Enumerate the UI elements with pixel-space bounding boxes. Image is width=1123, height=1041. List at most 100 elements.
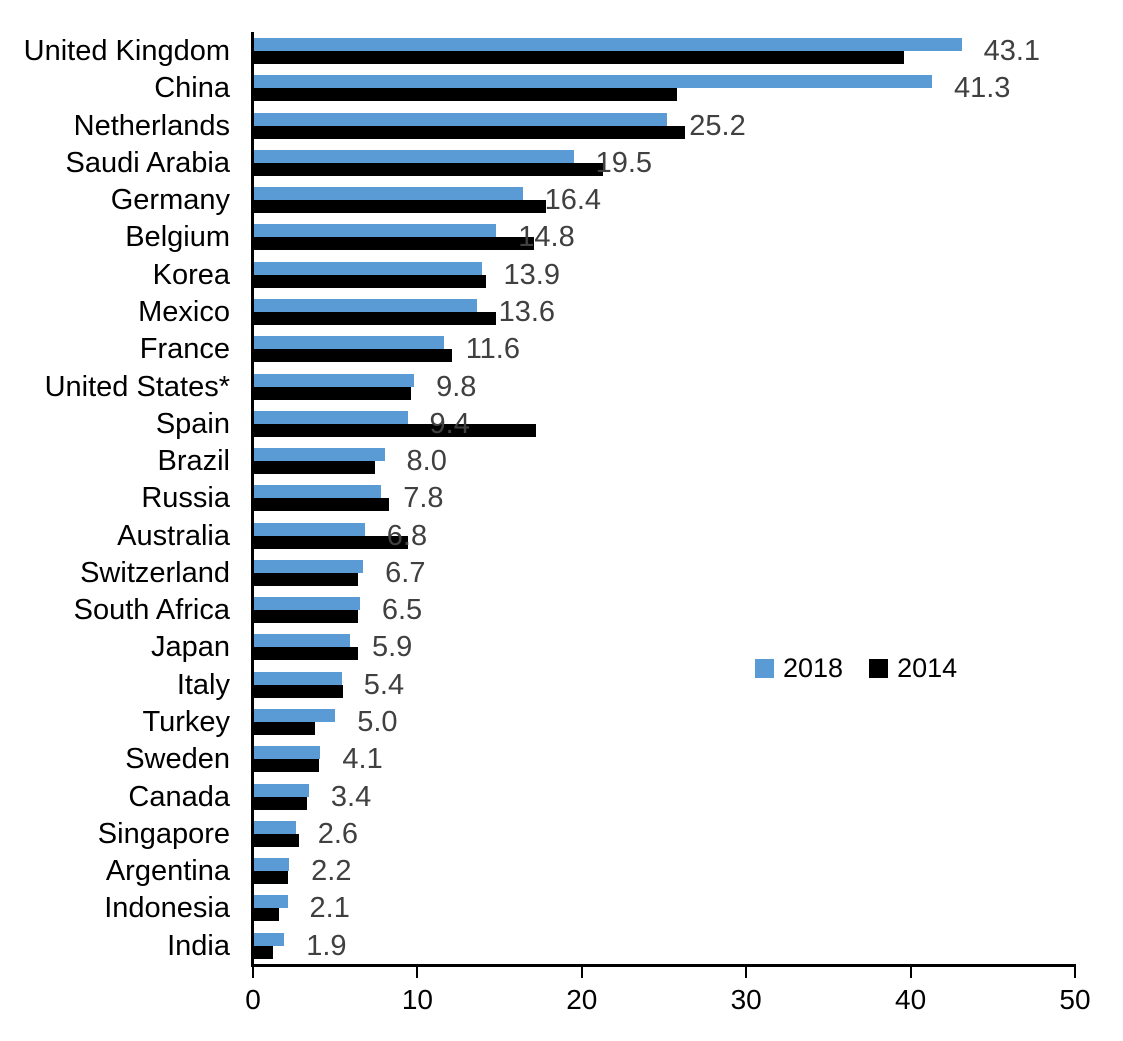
bar-2014 bbox=[253, 796, 308, 810]
category-label: Japan bbox=[150, 631, 230, 664]
value-label: 14.8 bbox=[518, 221, 575, 254]
bar-2018 bbox=[253, 149, 574, 163]
bar-2018 bbox=[253, 298, 477, 312]
value-label: 2.2 bbox=[311, 855, 352, 888]
value-label: 5.0 bbox=[357, 706, 398, 739]
category-label: Australia bbox=[117, 519, 230, 552]
category-label: Switzerland bbox=[80, 556, 230, 589]
legend: 2018 2014 bbox=[755, 653, 958, 683]
bar-2014 bbox=[253, 871, 288, 885]
bar-2018 bbox=[253, 448, 385, 462]
value-label: 43.1 bbox=[983, 35, 1041, 67]
bar-2018 bbox=[253, 187, 523, 201]
value-label: 7.8 bbox=[403, 482, 444, 515]
value-label: 8.0 bbox=[406, 445, 447, 478]
bar-2014 bbox=[253, 945, 273, 959]
value-label: 3.4 bbox=[330, 780, 372, 813]
bar-2014 bbox=[253, 274, 487, 288]
x-axis-tick-label: 50 bbox=[1059, 984, 1091, 1015]
x-axis-tick bbox=[1074, 967, 1076, 978]
bar-2018 bbox=[253, 783, 309, 797]
value-label: 4.1 bbox=[342, 743, 383, 776]
value-label: 11.6 bbox=[465, 333, 520, 366]
value-label: 1.9 bbox=[306, 929, 347, 962]
category-label: India bbox=[167, 929, 230, 962]
bar-2018 bbox=[253, 895, 288, 909]
value-label: 6.5 bbox=[381, 594, 423, 627]
bar-2014 bbox=[253, 572, 359, 586]
bar-2014 bbox=[253, 423, 536, 437]
bar-2014 bbox=[253, 461, 375, 475]
category-label: United States* bbox=[44, 370, 230, 403]
legend-swatch-icon bbox=[755, 659, 774, 678]
bar-2014 bbox=[253, 498, 390, 512]
legend-label: 2014 bbox=[897, 653, 958, 683]
bar-2014 bbox=[253, 535, 408, 549]
legend-entry-2014: 2014 bbox=[869, 653, 958, 683]
category-label: Brazil bbox=[157, 445, 230, 478]
bar-2014 bbox=[253, 162, 604, 176]
bar-2018 bbox=[253, 634, 350, 648]
bar-2018 bbox=[253, 261, 482, 275]
bar-2014 bbox=[253, 833, 300, 847]
x-axis-tick-label: 30 bbox=[730, 984, 762, 1015]
bar-2018 bbox=[253, 112, 668, 126]
x-axis-tick bbox=[745, 967, 748, 978]
category-label: Indonesia bbox=[104, 892, 230, 925]
value-label: 2.1 bbox=[309, 892, 350, 925]
category-label: Spain bbox=[155, 407, 230, 440]
x-axis-tick bbox=[252, 967, 254, 978]
bar-2014 bbox=[253, 311, 497, 325]
category-label: China bbox=[154, 72, 230, 105]
x-axis-tick bbox=[909, 967, 912, 978]
y-axis-line bbox=[251, 32, 254, 967]
bar-2018 bbox=[253, 224, 497, 238]
bar-2014 bbox=[253, 647, 359, 661]
category-label: Saudi Arabia bbox=[65, 146, 230, 179]
bar-2018 bbox=[253, 597, 360, 611]
bar-2014 bbox=[253, 722, 316, 736]
category-label: Turkey bbox=[142, 706, 230, 739]
value-label: 5.4 bbox=[363, 668, 405, 701]
x-axis-line bbox=[251, 964, 1076, 967]
bar-2014 bbox=[253, 125, 686, 139]
bar-2014 bbox=[253, 759, 319, 773]
value-label: 13.9 bbox=[503, 258, 560, 291]
bar-2014 bbox=[253, 684, 344, 698]
value-label: 6.8 bbox=[386, 519, 428, 552]
value-label: 13.6 bbox=[498, 295, 556, 328]
value-label: 9.4 bbox=[429, 407, 470, 440]
category-label: Netherlands bbox=[73, 109, 230, 142]
bar-2014 bbox=[253, 610, 359, 624]
value-label: 6.7 bbox=[385, 556, 426, 589]
bar-2018 bbox=[253, 410, 408, 424]
x-axis-tick-label: 40 bbox=[895, 984, 927, 1015]
category-label: Sweden bbox=[125, 743, 230, 776]
bar-2018 bbox=[253, 671, 342, 685]
value-label: 41.3 bbox=[953, 72, 1011, 105]
category-label: Germany bbox=[110, 184, 230, 217]
bar-2018 bbox=[253, 746, 321, 760]
bar-2018 bbox=[253, 485, 382, 499]
category-label: South Africa bbox=[73, 594, 230, 627]
category-label: Korea bbox=[152, 258, 230, 291]
value-label: 16.4 bbox=[544, 184, 602, 217]
category-label: France bbox=[139, 333, 230, 366]
bar-2014 bbox=[253, 88, 678, 102]
bar-2018 bbox=[253, 559, 364, 573]
category-label: Russia bbox=[141, 482, 230, 515]
category-label: Belgium bbox=[125, 221, 230, 254]
category-label: Mexico bbox=[138, 295, 230, 328]
bar-2014 bbox=[253, 200, 546, 214]
category-label: Italy bbox=[176, 668, 230, 701]
bar-2018 bbox=[253, 522, 365, 536]
bar-2018 bbox=[253, 373, 415, 387]
legend-label: 2018 bbox=[783, 653, 844, 683]
bar-2014 bbox=[253, 908, 280, 922]
value-label: 5.9 bbox=[371, 631, 413, 664]
bar-2014 bbox=[253, 349, 452, 363]
value-label: 19.5 bbox=[595, 146, 653, 179]
x-axis-tick-label: 20 bbox=[566, 984, 598, 1015]
bar-2014 bbox=[253, 51, 905, 64]
